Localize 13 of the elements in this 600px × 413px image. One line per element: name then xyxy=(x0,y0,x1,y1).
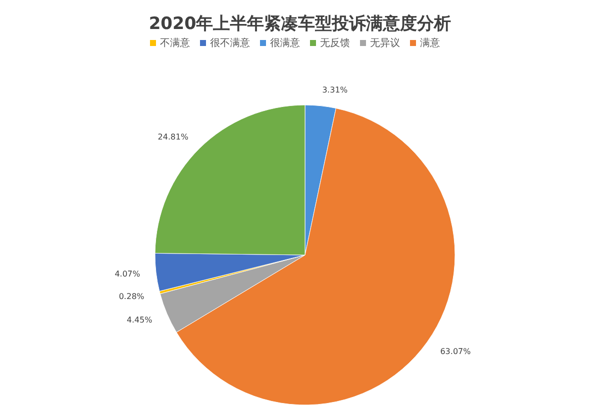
legend-label: 很满意 xyxy=(270,38,300,49)
data-label: 0.28% xyxy=(118,292,145,302)
data-label: 4.07% xyxy=(114,270,141,279)
data-label: 63.07% xyxy=(440,346,472,356)
legend-label: 无异议 xyxy=(370,38,400,49)
legend-label: 很不满意 xyxy=(210,38,250,49)
data-label: 4.45% xyxy=(126,315,153,324)
chart-title: 2020年上半年紧凑车型投诉满意度分析 xyxy=(148,13,452,36)
legend-label: 不满意 xyxy=(160,38,190,49)
legend-label: 满意 xyxy=(420,38,440,49)
data-label: 3.31% xyxy=(322,85,348,94)
data-label: 24.81% xyxy=(158,132,189,142)
legend-label: 无反馈 xyxy=(320,38,350,49)
